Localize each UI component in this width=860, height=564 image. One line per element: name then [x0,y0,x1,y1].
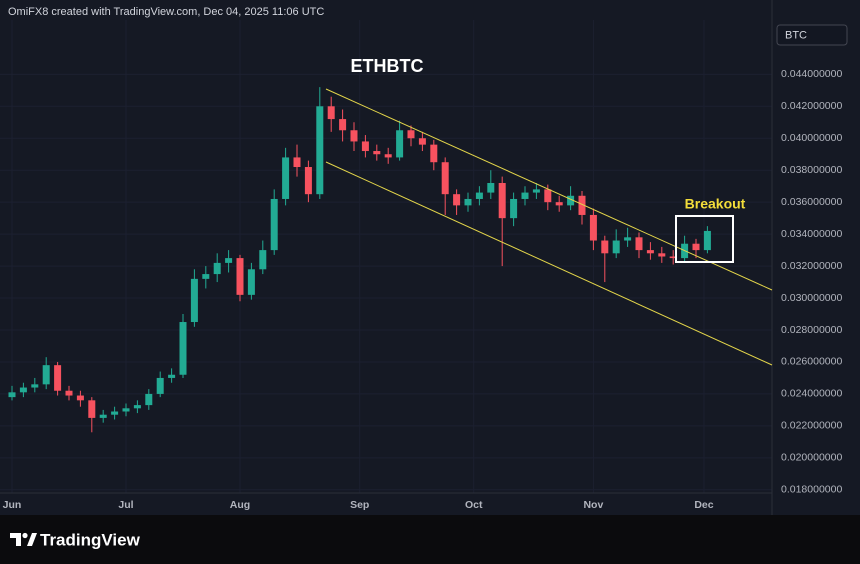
chart-title: ETHBTC [351,56,424,76]
candle-body [270,198,278,251]
candle-body [122,408,130,412]
candle-body [31,384,39,388]
candle-body [487,182,495,193]
footer-background [0,515,860,564]
y-tick-label: 0.042000000 [781,100,842,112]
y-tick-label: 0.022000000 [781,420,842,432]
candle-body [475,192,483,199]
candle-body [247,269,255,295]
candle-body [168,374,176,378]
y-tick-label: 0.024000000 [781,388,842,400]
candle-body [213,262,221,275]
candle-body [327,106,335,120]
currency-label: BTC [785,29,807,41]
candle-body [76,395,84,401]
y-tick-label: 0.044000000 [781,68,842,80]
y-tick-label: 0.038000000 [781,164,842,176]
x-tick-label: Jun [3,499,22,511]
y-tick-label: 0.036000000 [781,196,842,208]
candle-body [99,414,107,418]
logo-text: TradingView [40,530,141,549]
candle-body [589,214,597,241]
candle-body [339,119,347,131]
candle-body [418,138,426,145]
candle-body [111,411,119,415]
candle-body [578,195,586,215]
x-tick-label: Oct [465,499,483,511]
candle-body [544,189,552,203]
candle-body [259,250,267,270]
candle-body [532,189,540,193]
candle-body [282,157,290,199]
candle-body [145,393,153,406]
candle-body [669,256,677,259]
y-tick-label: 0.032000000 [781,260,842,272]
candle-body [624,237,632,241]
chart-background [0,0,860,515]
candle-body [236,258,244,295]
candles [8,87,711,433]
y-tick-label: 0.028000000 [781,324,842,336]
candle-body [133,405,141,409]
x-tick-label: Jul [118,499,133,511]
candle-body [692,243,700,251]
x-tick-label: Nov [583,499,603,511]
candle-body [396,130,404,158]
candle-body [646,250,654,254]
candle-body [407,130,415,139]
candle-body [464,198,472,206]
candle-body [202,274,210,279]
candle-body [19,387,27,393]
candle-body [453,194,461,206]
candle-body [156,377,164,394]
candle-body [8,392,16,398]
candle-body [179,322,187,375]
grid [0,20,772,493]
candle-body [88,400,96,418]
candle-body [430,144,438,163]
channel-upper [325,88,773,291]
candle-body [65,390,73,396]
candle-body [373,151,381,155]
candle-body [384,154,392,158]
candle-body [304,167,312,195]
channel-lower [325,161,773,366]
candle-body [567,195,575,206]
candle-body [350,130,358,142]
header: OmiFX8 created with TradingView.com, Dec… [8,6,324,18]
candle-body [361,141,369,152]
candle-body [635,237,643,251]
breakout-box [675,215,734,263]
candle-body [190,278,198,323]
candle-body [316,106,324,195]
currency-badge [776,24,848,46]
y-tick-label: 0.026000000 [781,356,842,368]
y-tick-label: 0.018000000 [781,484,842,496]
x-tick-label: Sep [350,499,369,511]
y-tick-label: 0.034000000 [781,228,842,240]
candle-body [225,258,233,263]
candle-body [601,240,609,254]
x-tick-label: Aug [230,499,250,511]
y-tick-label: 0.020000000 [781,452,842,464]
candle-body [521,192,529,199]
candle-body [42,365,50,385]
candle-body [555,202,563,206]
y-tick-label: 0.030000000 [781,292,842,304]
candle-body [54,365,62,391]
candle-body [703,230,711,251]
candle-body [658,253,666,257]
logo-icon [10,532,37,546]
candle-body [441,162,449,195]
candle-body [498,182,506,219]
candle-body [293,157,301,168]
x-tick-label: Dec [694,499,713,511]
candle-body [510,198,518,219]
y-tick-label: 0.040000000 [781,132,842,144]
annotation: Breakout [685,196,746,212]
candle-body [612,240,620,254]
